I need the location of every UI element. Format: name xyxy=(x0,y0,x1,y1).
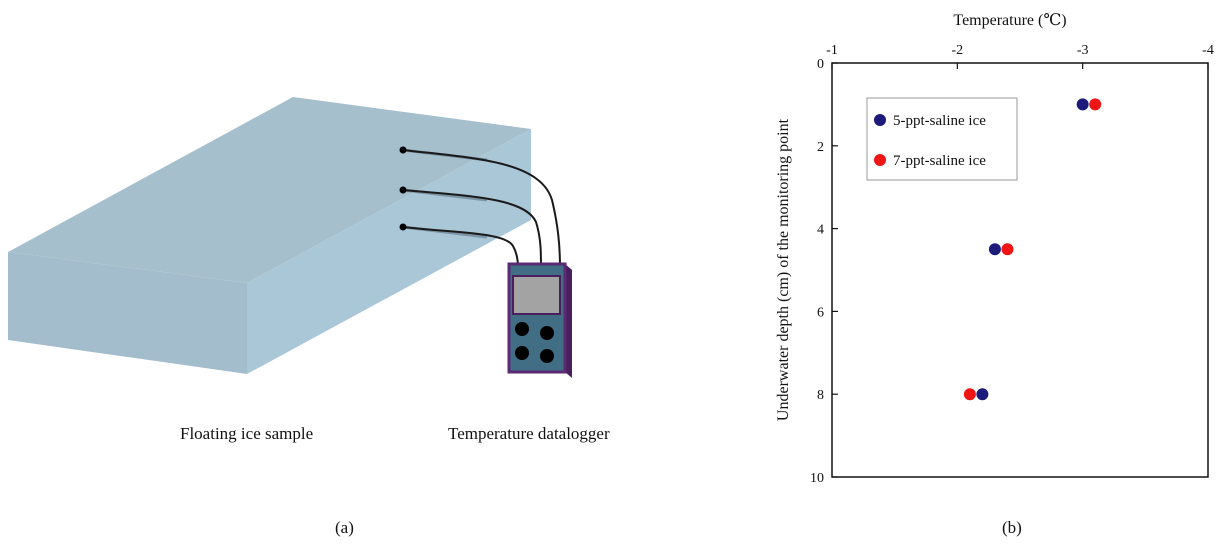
ice-schematic xyxy=(8,97,572,378)
probe-cable-3 xyxy=(402,226,519,269)
legend-marker-5ppt xyxy=(874,114,886,126)
y-ticks: 0 2 4 6 8 10 xyxy=(810,57,838,486)
sensor-probes xyxy=(399,146,561,269)
x-axis-title: Temperature (℃) xyxy=(953,12,1066,29)
y-axis-title: Underwater depth (cm) of the monitoring … xyxy=(775,118,792,421)
ice-side-face xyxy=(247,129,531,374)
legend-label-5ppt: 5-ppt-saline ice xyxy=(893,113,986,129)
point-5ppt xyxy=(988,243,1001,256)
datalogger-button xyxy=(515,346,529,360)
ice-top-face xyxy=(8,97,531,283)
legend: 5-ppt-saline ice 7-ppt-saline ice xyxy=(866,97,1018,181)
point-7ppt xyxy=(963,388,976,401)
depth-temperature-chart: Temperature (℃) Underwater depth (cm) of… xyxy=(775,12,1214,486)
x-tick-label: -3 xyxy=(1077,43,1089,58)
point-5ppt xyxy=(1076,98,1089,111)
x-tick-label: -2 xyxy=(951,43,963,58)
y-tick-label: 0 xyxy=(817,57,824,72)
point-7ppt xyxy=(1089,98,1102,111)
point-5ppt xyxy=(976,388,989,401)
y-tick-label: 6 xyxy=(817,305,824,320)
datalogger-button xyxy=(515,322,529,336)
x-tick-label: -1 xyxy=(826,43,838,58)
y-tick-label: 8 xyxy=(817,388,824,403)
y-tick-label: 10 xyxy=(810,471,824,486)
panel-a: Floating ice sample Temperature datalogg… xyxy=(8,97,610,537)
y-tick-label: 2 xyxy=(817,140,824,155)
datalogger-label: Temperature datalogger xyxy=(448,424,610,443)
datalogger-device xyxy=(507,262,572,378)
panel-a-label: (a) xyxy=(335,518,354,537)
x-ticks: -1 -2 -3 -4 xyxy=(826,43,1214,69)
data-points xyxy=(963,98,1102,401)
probe-cable-1 xyxy=(402,149,561,269)
ice-front-face xyxy=(8,252,247,374)
ice-sample-label: Floating ice sample xyxy=(180,424,314,443)
datalogger-button xyxy=(540,349,554,363)
y-tick-label: 4 xyxy=(817,223,824,238)
plot-frame xyxy=(831,62,1209,478)
probe-cable-2 xyxy=(402,189,542,269)
datalogger-screen xyxy=(512,275,561,315)
point-7ppt xyxy=(1001,243,1014,256)
datalogger-button xyxy=(540,326,554,340)
panel-b: Temperature (℃) Underwater depth (cm) of… xyxy=(740,0,1217,546)
panel-b-label: (b) xyxy=(1002,518,1022,537)
legend-marker-7ppt xyxy=(874,154,886,166)
x-tick-label: -4 xyxy=(1202,43,1214,58)
legend-label-7ppt: 7-ppt-saline ice xyxy=(893,153,986,169)
